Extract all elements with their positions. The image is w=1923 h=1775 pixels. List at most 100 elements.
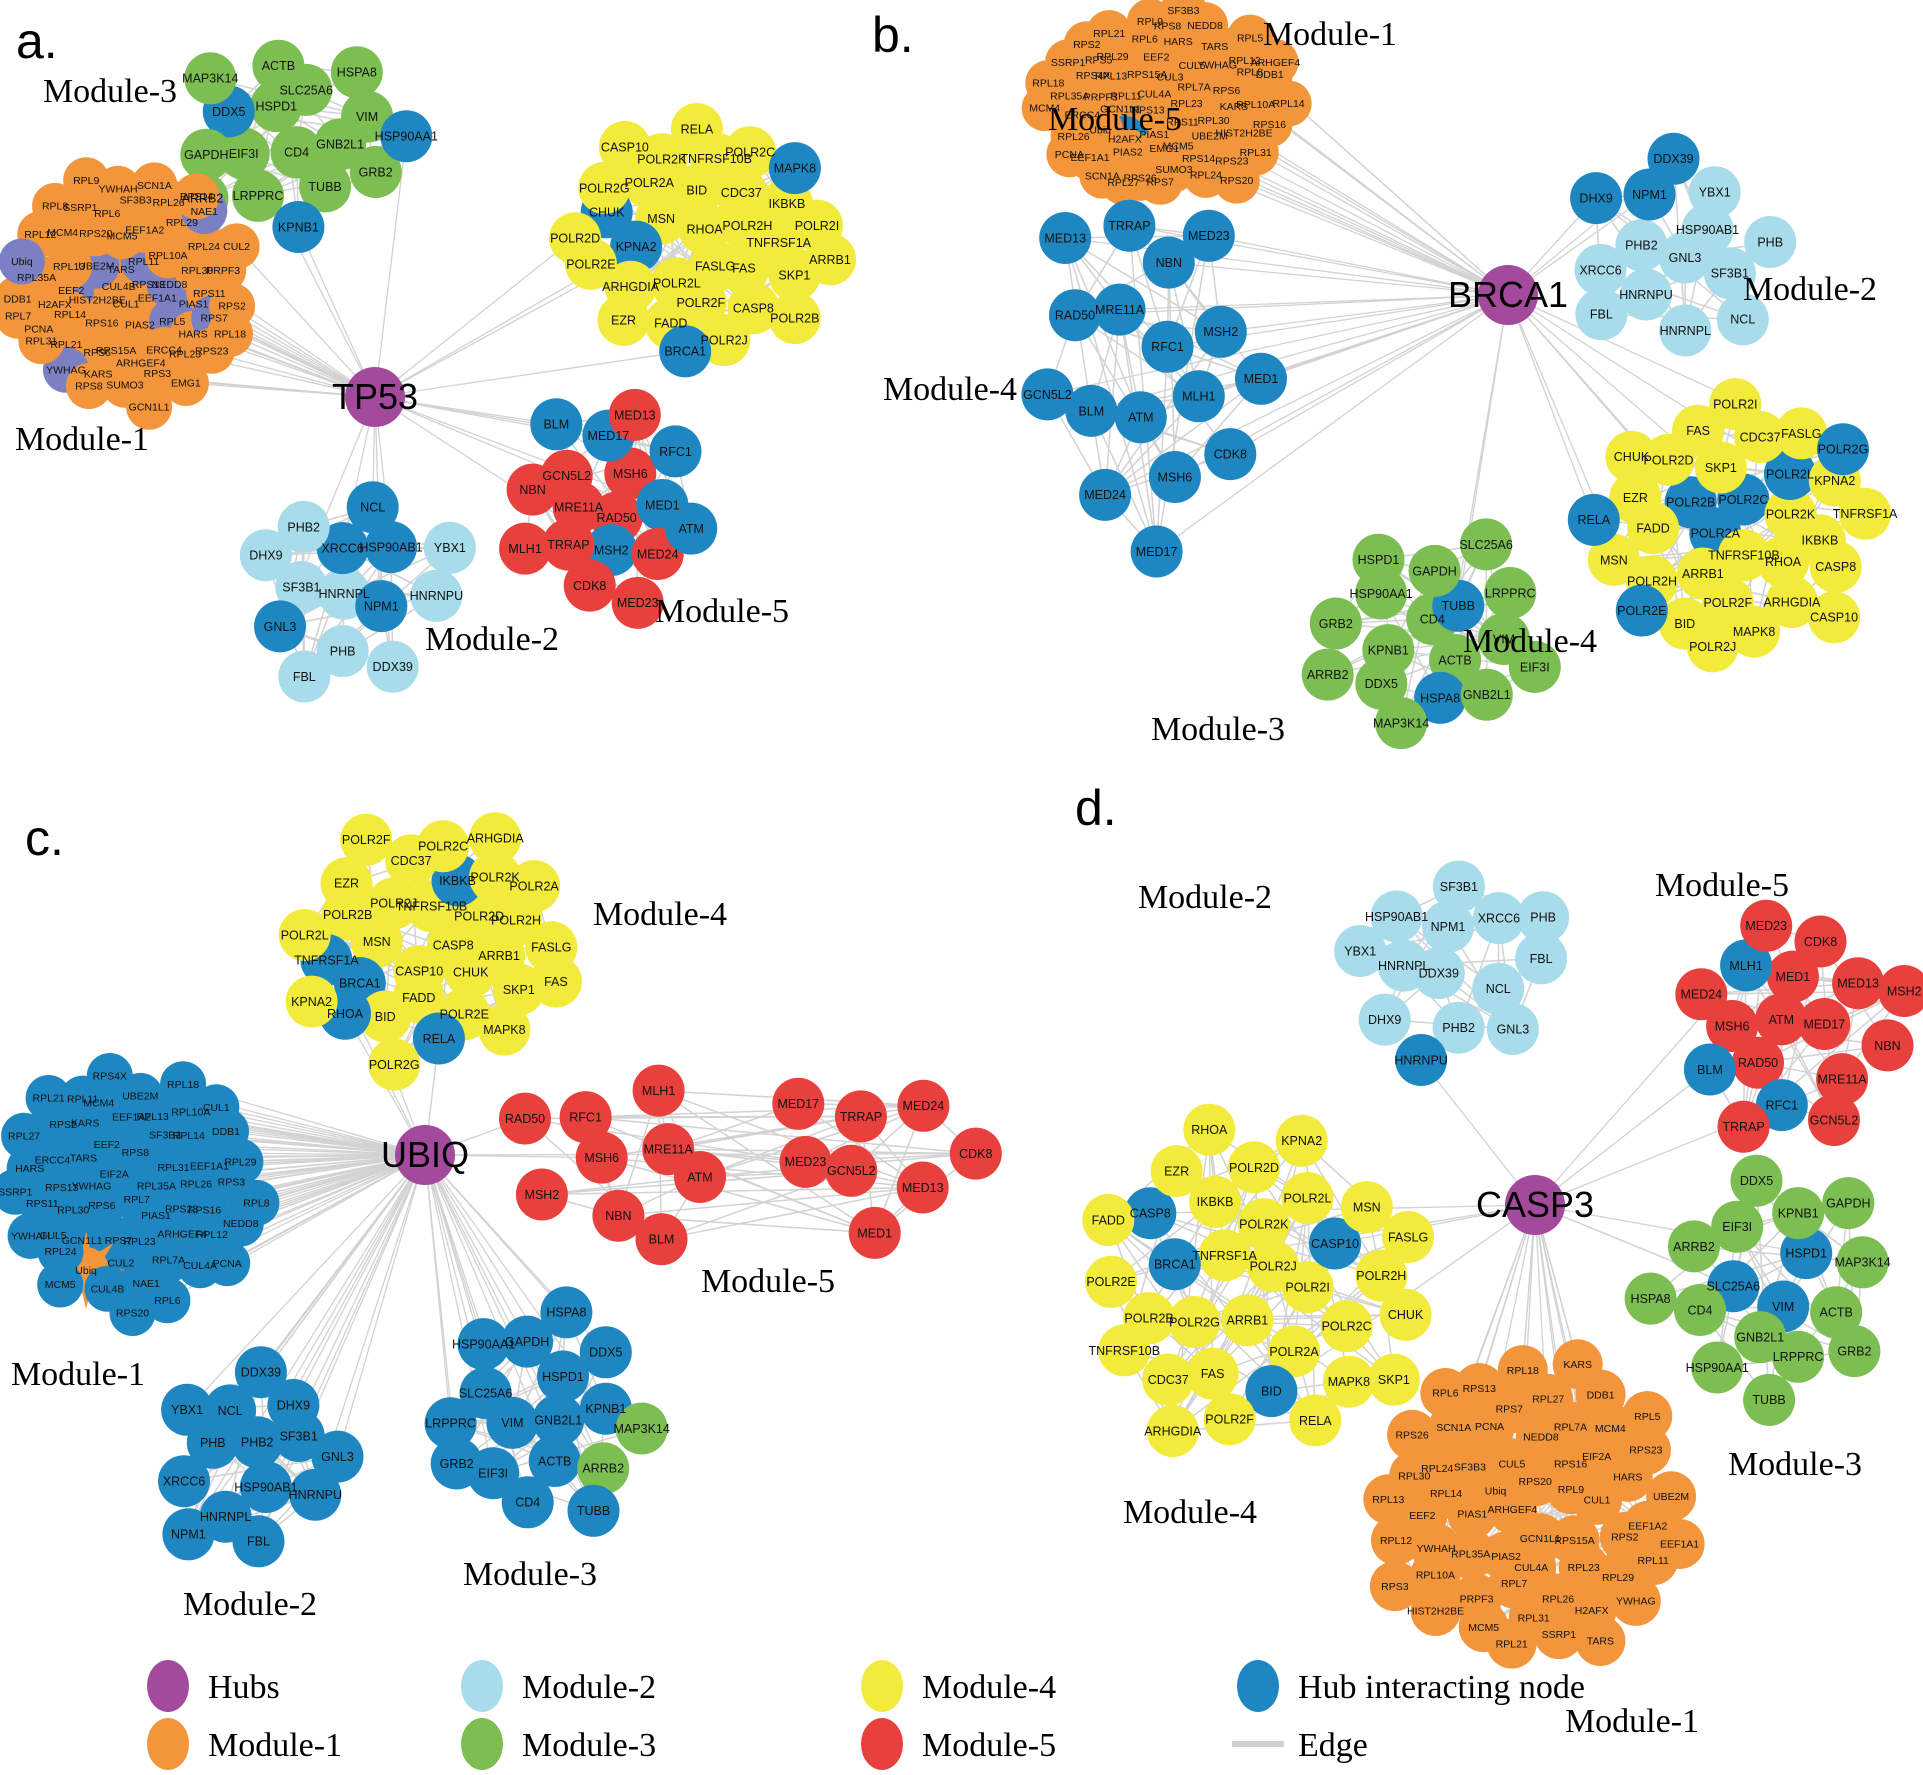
hub-label: CASP3 — [1476, 1184, 1594, 1225]
node-label: RPS23 — [195, 345, 228, 357]
node-label: GCN1L1 — [129, 402, 170, 414]
hub-edge — [374, 350, 686, 398]
node-label: KPNA2 — [1281, 1134, 1322, 1148]
node-label: EZR — [611, 313, 636, 327]
node-label: RPS20 — [1519, 1476, 1552, 1488]
node-label: IKBKB — [768, 197, 805, 211]
node-label: POLR2C — [1322, 1320, 1372, 1334]
node-label: RPL35A — [1451, 1549, 1490, 1561]
node-label: POLR2G — [579, 181, 630, 195]
node-label: BID — [686, 184, 707, 198]
node-label: MED23 — [1745, 919, 1787, 933]
hub-edge — [1091, 294, 1509, 412]
node-label: RPS3 — [218, 1177, 246, 1189]
node-label: HSPD1 — [255, 100, 297, 114]
module-label-a-Module-4: Module-4 — [883, 371, 1017, 408]
node-label: RPS13 — [45, 1182, 78, 1194]
node-label: POLR2H — [491, 913, 541, 927]
node-label: RPS11 — [193, 288, 226, 300]
node-label: MED23 — [1188, 229, 1230, 243]
node-label: EIF3I — [478, 1467, 508, 1481]
hub-edge — [231, 1154, 426, 1183]
node-label: GCN5L2 — [827, 1164, 876, 1178]
node-label: ARHGEF4 — [1251, 57, 1301, 69]
node-label: HARS — [15, 1163, 44, 1175]
node-label: GRB2 — [359, 165, 393, 179]
edge — [658, 1089, 923, 1189]
node-label: GNL3 — [1497, 1022, 1530, 1036]
node-label: EMG1 — [1149, 143, 1179, 155]
node-label: CUL1 — [203, 1102, 230, 1114]
node-label: BID — [1674, 617, 1695, 631]
node-label: CHUK — [1614, 450, 1650, 464]
node-label: SCN1A — [1436, 1422, 1471, 1434]
node-label: H2AFX — [38, 299, 72, 311]
node-label: IKBKB — [1801, 534, 1838, 548]
node-label: CASP10 — [1810, 611, 1858, 625]
node-label: POLR2G — [369, 1058, 420, 1072]
node-label: TUBB — [308, 180, 341, 194]
node-label: YBX1 — [171, 1403, 203, 1417]
node-label: RPL12 — [24, 229, 56, 241]
node-label: SLC25A6 — [279, 83, 333, 97]
node-label: RFC1 — [569, 1110, 602, 1124]
node-label: MAP3K14 — [614, 1422, 670, 1436]
node-label: ARHGDIA — [1144, 1424, 1202, 1438]
node-label: GAPDH — [1412, 564, 1456, 578]
node-label: ARRB1 — [809, 253, 851, 267]
node-label: CDC37 — [721, 186, 762, 200]
node-label: HSP90AB1 — [1676, 223, 1739, 237]
node-label: LRPPRC — [1485, 586, 1536, 600]
node-label: PHB — [1530, 911, 1556, 925]
node-label: GNL3 — [321, 1450, 354, 1464]
node-label: Ubiq — [1485, 1486, 1507, 1498]
node-label: ARRB2 — [1673, 1240, 1715, 1254]
hub-edge — [1220, 294, 1509, 333]
legend-swatch-hubs — [147, 1660, 189, 1712]
node-label: TRRAP — [840, 1110, 882, 1124]
node-label: TNFRSF10B — [1089, 1344, 1161, 1358]
node-label: BLM — [1697, 1063, 1723, 1077]
edge — [1104, 378, 1262, 496]
legend-swatch-module2 — [461, 1660, 503, 1712]
node-label: MED1 — [1244, 372, 1279, 386]
module-label-c-Module-2: Module-2 — [183, 1586, 317, 1623]
node-label: RELA — [423, 1032, 456, 1046]
node-label: FADD — [1092, 1213, 1125, 1227]
node-label: HNRNPL — [318, 587, 369, 601]
node-label: RPS8 — [75, 381, 103, 393]
node-label: RPS15A — [1554, 1535, 1594, 1547]
node-label: RPL7 — [5, 311, 31, 323]
node-label: RPS15A — [1127, 69, 1167, 81]
node-label: RFC1 — [659, 445, 692, 459]
node-label: HSP90AA1 — [375, 130, 438, 144]
node-label: RPL31 — [157, 1162, 189, 1174]
node-label: ARRB1 — [1682, 567, 1724, 581]
node-label: FAS — [544, 975, 568, 989]
node-label: EIF3I — [1520, 660, 1550, 674]
node-label: ATM — [1128, 411, 1153, 425]
hub-label: TP53 — [332, 376, 418, 417]
node-label: TUBB — [1442, 599, 1475, 613]
node-label: RPL7A — [1177, 82, 1210, 94]
node-label: FBL — [1530, 952, 1553, 966]
node-label: MAP3K14 — [182, 72, 238, 86]
node-label: MED17 — [1136, 545, 1178, 559]
node-label: RPL14 — [173, 1130, 205, 1142]
node-label: TUBB — [577, 1504, 610, 1518]
node-label: MSH2 — [525, 1188, 560, 1202]
node-label: SF3B3 — [1454, 1461, 1486, 1473]
node-label: PHB2 — [1625, 239, 1658, 253]
node-label: CASP10 — [395, 965, 443, 979]
node-label: GRB2 — [1319, 617, 1353, 631]
edge — [555, 423, 659, 555]
node-label: NEDD8 — [223, 1218, 259, 1230]
module-label-d-Module-1: Module-1 — [1565, 1703, 1699, 1740]
node-label: RPS13 — [1463, 1383, 1496, 1395]
node-label: MED1 — [1776, 970, 1811, 984]
node-label: RPL30 — [1198, 115, 1230, 127]
node-label: MSH2 — [594, 543, 629, 557]
node-label: SF3B1 — [280, 1429, 318, 1443]
node-label: MSN — [647, 212, 675, 226]
node-label: EEF2 — [1409, 1510, 1435, 1522]
